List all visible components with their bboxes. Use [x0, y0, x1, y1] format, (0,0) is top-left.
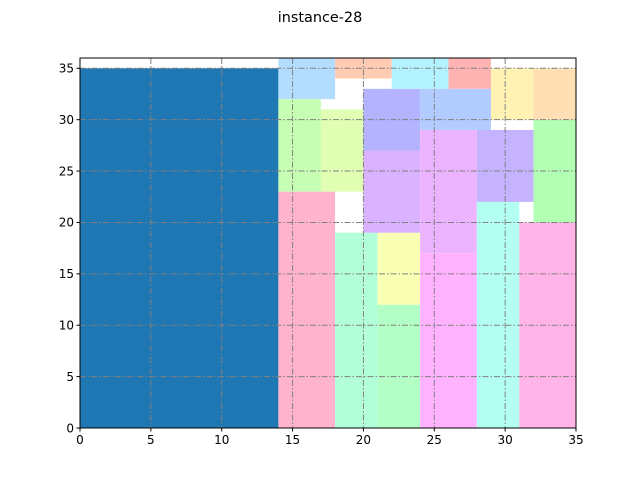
x-tick-label: 15 — [285, 433, 300, 447]
x-tick-label: 35 — [568, 433, 583, 447]
axes-frame — [79, 57, 577, 429]
packed-rectangle-9 — [377, 232, 421, 305]
y-tick-label: 25 — [59, 164, 74, 178]
packed-rectangle-5 — [278, 58, 336, 100]
packed-rectangle-4 — [320, 109, 364, 192]
x-tick-label: 25 — [427, 433, 442, 447]
packed-rectangle-3 — [278, 99, 321, 192]
packed-rectangle-17 — [476, 201, 520, 428]
packed-rectangle-21 — [490, 68, 534, 120]
packed-rectangle-13 — [420, 88, 491, 130]
packed-rectangle-7 — [335, 232, 378, 428]
y-tick-label: 35 — [59, 62, 74, 76]
x-tick-label: 20 — [356, 433, 371, 447]
x-tick-label: 30 — [498, 433, 513, 447]
packed-rectangle-14 — [448, 58, 491, 89]
packed-rectangle-1 — [80, 68, 279, 429]
packed-rectangle-6 — [335, 58, 392, 79]
x-tick-label: 10 — [214, 433, 229, 447]
y-tick-label: 15 — [59, 267, 74, 281]
packed-rectangle-12 — [391, 58, 449, 89]
packed-rectangle-2 — [278, 191, 336, 428]
x-tick-label: 5 — [147, 433, 155, 447]
packed-rectangle-16 — [420, 129, 477, 254]
y-tick-label: 10 — [59, 319, 74, 333]
y-tick-label: 0 — [66, 421, 74, 435]
y-axis: 0 5 10 15 20 25 30 35 — [59, 62, 80, 435]
x-axis: 0 5 10 15 20 25 30 35 — [76, 428, 584, 447]
y-tick-label: 20 — [59, 216, 74, 230]
y-tick-label: 30 — [59, 113, 74, 127]
x-tick-label: 0 — [76, 433, 84, 447]
packed-rectangle-8 — [377, 304, 421, 428]
plot-area — [79, 57, 577, 429]
packed-rectangle-15 — [420, 253, 477, 428]
chart-title: instance-28 — [278, 10, 362, 26]
packed-rectangle-22 — [533, 68, 576, 120]
rectangles-layer — [80, 58, 576, 429]
packed-rectangle-10 — [363, 150, 421, 233]
y-tick-label: 5 — [66, 370, 74, 384]
